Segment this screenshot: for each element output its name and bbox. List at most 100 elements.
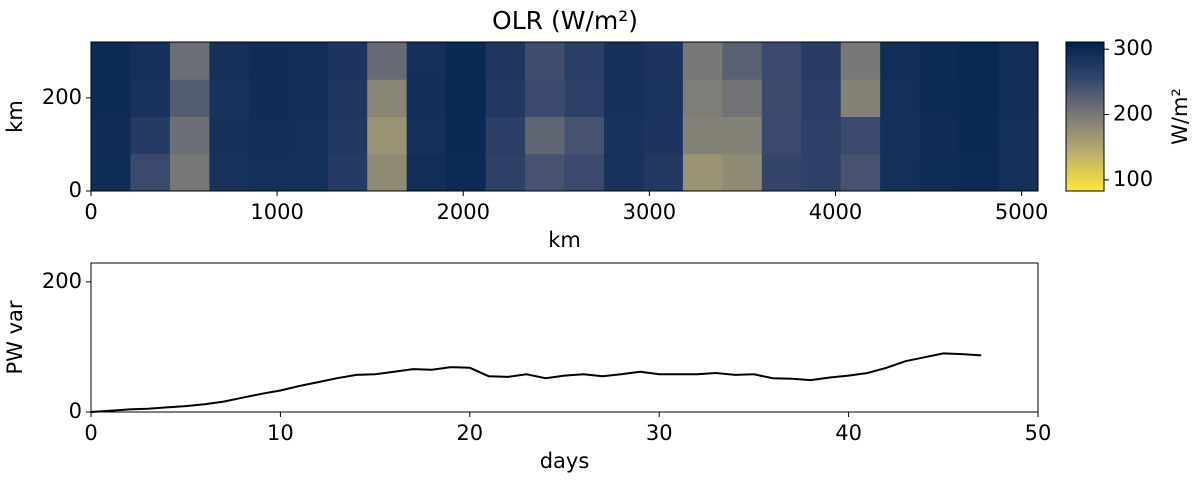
heatmap-cell	[998, 153, 1039, 192]
heatmap-cell	[367, 42, 408, 80]
colorbar-tick-label: 100	[1113, 167, 1153, 191]
heatmap-cell	[91, 116, 131, 155]
heatmap-cell	[446, 116, 487, 155]
heatmap-cell	[840, 42, 881, 80]
heatmap-cell	[209, 79, 250, 117]
heatmap-cell	[406, 79, 447, 117]
heatmap-cell	[367, 153, 408, 192]
heatmap-cell	[840, 79, 881, 117]
x-tick-label: 1000	[250, 200, 303, 224]
heatmap-cell	[722, 153, 763, 192]
heatmap-cell	[169, 79, 210, 117]
x-tick-label: 3000	[623, 200, 676, 224]
heatmap-cell	[840, 116, 881, 155]
heatmap-cell	[722, 42, 763, 80]
heatmap-cell	[682, 79, 723, 117]
heatmap-cell	[288, 116, 329, 155]
heatmap-cell	[485, 79, 526, 117]
heatmap-cell	[288, 42, 329, 80]
heatmap-cell	[525, 42, 565, 80]
heatmap-cell	[367, 116, 408, 155]
heatmap-cell	[761, 79, 802, 117]
heatmap-cell	[446, 42, 487, 80]
heatmap-cell	[643, 79, 684, 117]
heatmap-cell	[801, 153, 842, 192]
x-tick-label: 40	[835, 421, 862, 445]
heatmap-cell	[327, 153, 368, 192]
heatmap-cell	[959, 116, 1000, 155]
heatmap-cell	[919, 42, 960, 80]
heatmap-cell	[248, 42, 289, 80]
heatmap-cell	[209, 116, 250, 155]
x-tick-label: 20	[456, 421, 483, 445]
heatmap-cell	[880, 116, 921, 155]
heatmap-cell	[959, 153, 1000, 192]
heatmap-cell	[603, 79, 644, 117]
heatmap-cell	[130, 116, 171, 155]
heatmap-cell	[525, 116, 565, 155]
heatmap-cell	[682, 42, 723, 80]
heatmap-cell	[603, 42, 644, 80]
heatmap-cell	[761, 153, 802, 192]
heatmap-cell	[564, 116, 605, 155]
y-axis-label: km	[3, 100, 27, 133]
axes-frame	[90, 262, 1039, 413]
heatmap-cell	[406, 116, 447, 155]
heatmap-cell	[327, 42, 368, 80]
heatmap-cell	[564, 153, 605, 192]
heatmap-cell	[91, 42, 131, 80]
chart-title: OLR (W/m²)	[492, 6, 638, 35]
heatmap-cell	[880, 79, 921, 117]
heatmap-cell	[406, 42, 447, 80]
x-tick-label: 2000	[437, 200, 490, 224]
heatmap-cell	[485, 42, 526, 80]
colorbar-tick-label: 300	[1113, 36, 1153, 60]
x-tick-label: 0	[84, 200, 97, 224]
heatmap-cell	[801, 116, 842, 155]
heatmap-cell	[248, 153, 289, 192]
heatmap-cell	[959, 42, 1000, 80]
heatmap-cell	[643, 42, 684, 80]
y-tick-label: 0	[69, 399, 82, 423]
heatmap-cell	[406, 153, 447, 192]
heatmap-cell	[880, 153, 921, 192]
heatmap-cell	[446, 79, 487, 117]
y-axis-label: PW var	[3, 300, 27, 374]
y-tick-label: 0	[69, 178, 82, 202]
heatmap-cell	[682, 116, 723, 155]
heatmap-cell	[919, 153, 960, 192]
heatmap-cell	[840, 153, 881, 192]
data-line	[90, 352, 982, 413]
y-tick-label: 200	[42, 269, 82, 293]
heatmap-cell	[525, 79, 565, 117]
heatmap-cell	[209, 153, 250, 192]
heatmap-cell	[959, 79, 1000, 117]
heatmap-cell	[130, 42, 171, 80]
heatmap-cell	[919, 79, 960, 117]
heatmap-cell	[367, 79, 408, 117]
heatmap-cell	[643, 153, 684, 192]
heatmap-cell	[288, 79, 329, 117]
heatmap-cell	[248, 79, 289, 117]
heatmap-cell	[91, 79, 131, 117]
heatmap-cell	[169, 116, 210, 155]
colorbar-label: W/m²	[1168, 88, 1192, 145]
y-tick-label: 200	[42, 85, 82, 109]
heatmap-cell	[91, 153, 131, 192]
heatmap-cell	[327, 79, 368, 117]
heatmap-cell	[169, 153, 210, 192]
heatmap-cell	[564, 42, 605, 80]
heatmap-cell	[130, 153, 171, 192]
heatmap-cell	[485, 116, 526, 155]
heatmap-cell	[603, 153, 644, 192]
heatmap-cell	[525, 153, 565, 192]
heatmap-cell	[880, 42, 921, 80]
heatmap-cell	[761, 116, 802, 155]
heatmap-cell	[998, 42, 1039, 80]
heatmap-cell	[446, 153, 487, 192]
heatmap-cell	[801, 42, 842, 80]
x-tick-label: 10	[267, 421, 294, 445]
axes-frame	[90, 41, 1039, 192]
heatmap-cell	[722, 79, 763, 117]
